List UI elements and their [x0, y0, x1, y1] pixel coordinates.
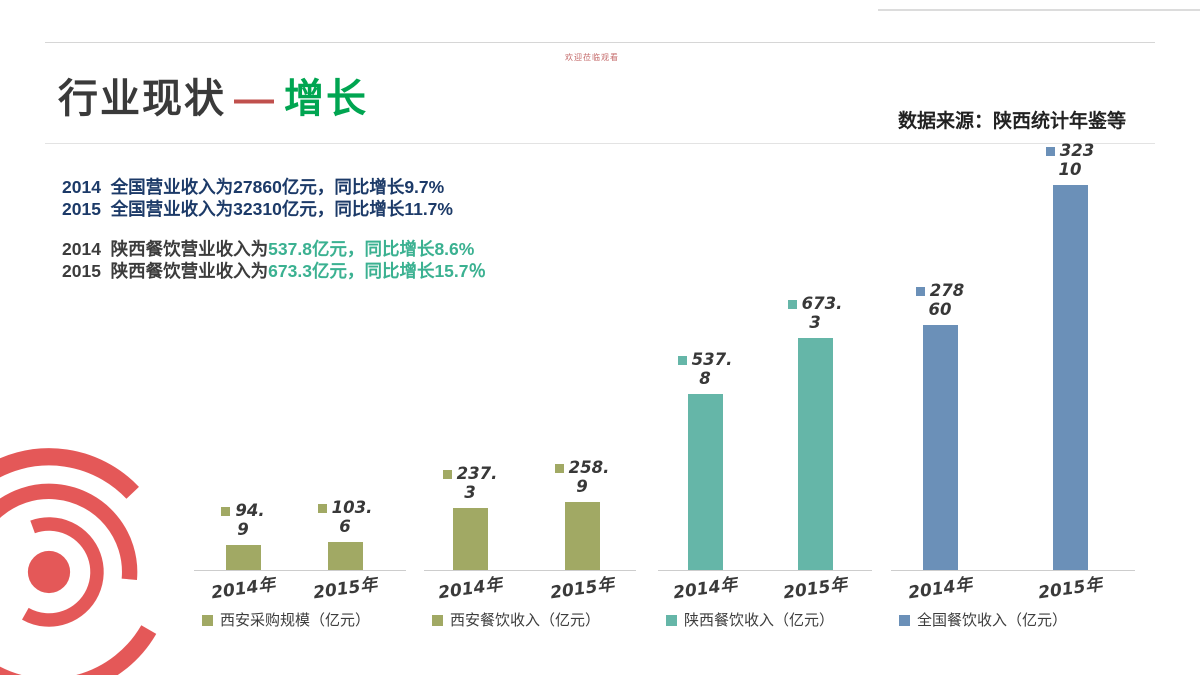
legend-marker — [899, 615, 910, 626]
page-title: 行业现状 — 增长 — [58, 66, 368, 124]
chart-group-1: 94. 9 2014年 103. 6 2015年西安采购规模（亿元） — [194, 130, 406, 629]
header-divider — [45, 143, 1155, 144]
stat-segment: 673.3亿元，同比增长15.7％ — [268, 261, 487, 281]
bar-2014年 — [226, 545, 261, 570]
legend-label: 西安餐饮收入（亿元） — [450, 613, 601, 629]
stat-segment: 2014 全国营业收入为27860亿元，同比增长9.7% — [62, 177, 445, 197]
stat-line: 2014 全国营业收入为27860亿元，同比增长9.7% — [62, 176, 486, 198]
chart-group-4: 278 60 2014年 323 10 2015年全国餐饮收入（亿元） — [891, 130, 1135, 629]
bar-2015年 — [565, 502, 600, 570]
bar-2014年 — [688, 394, 723, 570]
stat-line: 2015 陕西餐饮营业收入为673.3亿元，同比增长15.7％ — [62, 260, 486, 282]
stat-segment: 2014 陕西餐饮营业收入为 — [62, 239, 269, 259]
legend-label: 陕西餐饮收入（亿元） — [684, 613, 835, 629]
x-tick-label: 2014年 — [437, 574, 504, 604]
phoenix-logo-watermark — [0, 448, 173, 675]
label-marker — [221, 507, 231, 516]
title-dash: — — [234, 77, 276, 121]
bar-2015年 — [798, 338, 833, 570]
stat-line: 2014 陕西餐饮营业收入为537.8亿元，同比增长8.6% — [62, 238, 486, 260]
stat-segment: 537.8亿元，同比增长8.6% — [268, 239, 475, 259]
label-marker — [1045, 147, 1055, 156]
data-label: 237. 3 — [425, 464, 515, 502]
legend-3: 陕西餐饮收入（亿元） — [666, 609, 834, 630]
bar-2014年 — [923, 325, 958, 570]
bar-2014年 — [453, 508, 488, 570]
x-tick-label: 2015年 — [312, 574, 379, 604]
legend-2: 西安餐饮收入（亿元） — [432, 609, 600, 630]
data-label: 673. 3 — [770, 294, 860, 332]
data-source-note: 数据来源：陕西统计年鉴等 — [897, 111, 1126, 132]
stat-segment: 2015 全国营业收入为32310亿元，同比增长11.7% — [62, 199, 453, 219]
tiny-watermark-text: 欢迎莅临观看 — [565, 53, 619, 62]
stat-line: 2015 全国营业收入为32310亿元，同比增长11.7% — [62, 198, 486, 220]
bar-2015年 — [328, 542, 363, 570]
data-label: 278 60 — [895, 281, 985, 319]
x-tick-label: 2015年 — [549, 574, 616, 604]
data-label: 94. 9 — [198, 501, 288, 539]
legend-1: 西安采购规模（亿元） — [202, 609, 370, 630]
label-marker — [442, 470, 452, 479]
x-tick-label: 2015年 — [782, 574, 849, 604]
x-tick-label: 2014年 — [210, 574, 277, 604]
legend-4: 全国餐饮收入（亿元） — [899, 609, 1067, 630]
x-tick-label: 2015年 — [1037, 574, 1104, 604]
chart-group-3: 537. 8 2014年 673. 3 2015年陕西餐饮收入（亿元） — [658, 130, 872, 629]
legend-label: 西安采购规模（亿元） — [220, 613, 371, 629]
bar-2015年 — [1053, 185, 1088, 570]
x-tick-label: 2014年 — [907, 574, 974, 604]
top-edge-line — [878, 9, 1200, 11]
label-marker — [677, 356, 687, 365]
legend-marker — [432, 615, 443, 626]
title-accent: 增长 — [284, 77, 368, 121]
data-label: 258. 9 — [537, 458, 627, 496]
legend-label: 全国餐饮收入（亿元） — [917, 613, 1068, 629]
x-tick-label: 2014年 — [672, 574, 739, 604]
top-divider — [45, 42, 1155, 43]
data-label: 323 10 — [1025, 141, 1115, 179]
stats-block: 2014 全国营业收入为27860亿元，同比增长9.7% 2015 全国营业收入为… — [62, 176, 486, 282]
stat-segment: 2015 陕西餐饮营业收入为 — [62, 261, 269, 281]
label-marker — [554, 464, 564, 473]
bar-chart: 94. 9 2014年 103. 6 2015年 西安采购规模（亿元） 237. 3 2014年 2… — [186, 130, 1166, 640]
title-main: 行业现状 — [58, 77, 226, 121]
data-label: 103. 6 — [300, 498, 390, 536]
legend-marker — [202, 615, 213, 626]
label-marker — [317, 504, 327, 513]
chart-group-2: 237. 3 2014年 258. 9 2015年西安餐饮收入（亿元） — [424, 130, 636, 629]
label-marker — [915, 287, 925, 296]
data-label: 537. 8 — [660, 350, 750, 388]
label-marker — [787, 300, 797, 309]
legend-marker — [666, 615, 677, 626]
